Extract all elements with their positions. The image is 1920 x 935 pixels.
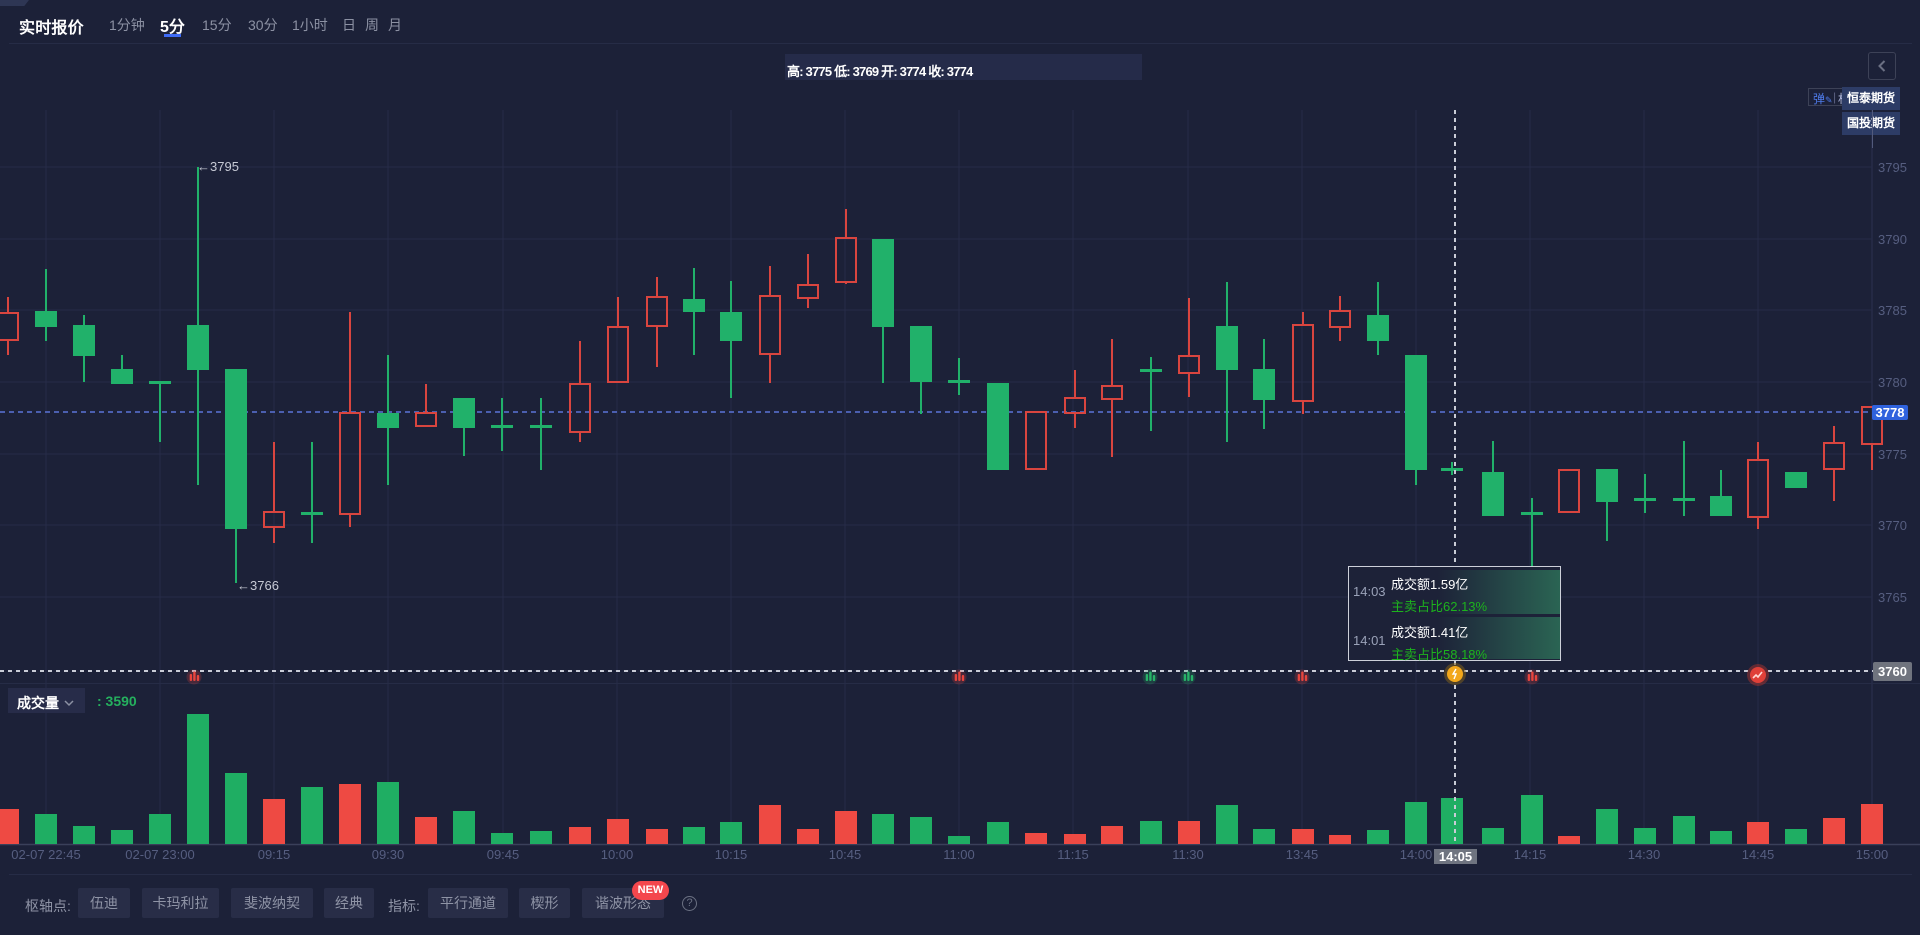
svg-text:←3766: ←3766 [237,578,279,593]
svg-text:←3795: ←3795 [197,159,239,174]
